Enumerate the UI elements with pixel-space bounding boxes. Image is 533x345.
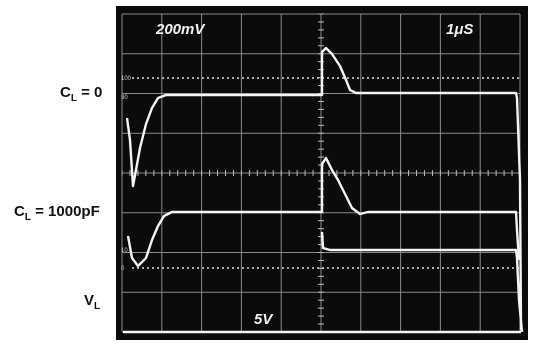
marker-10: 10	[121, 248, 128, 254]
marker-0: 0	[121, 266, 125, 272]
volts-per-div-label: 200mV	[155, 21, 206, 38]
label-cl-1000pf: CL = 1000pF	[14, 203, 100, 223]
trace-vl	[123, 231, 524, 334]
time-per-div-label: 1μS	[446, 21, 473, 38]
marker-90: 90	[121, 95, 128, 101]
trace3-scale-label: 5V	[254, 311, 274, 328]
label-cl-zero: CL = 0	[60, 84, 103, 104]
trace-cl-zero	[125, 46, 523, 331]
marker-100: 100	[121, 76, 132, 82]
label-vl: VL	[84, 292, 101, 312]
trace-cl-1000pf	[126, 156, 521, 268]
